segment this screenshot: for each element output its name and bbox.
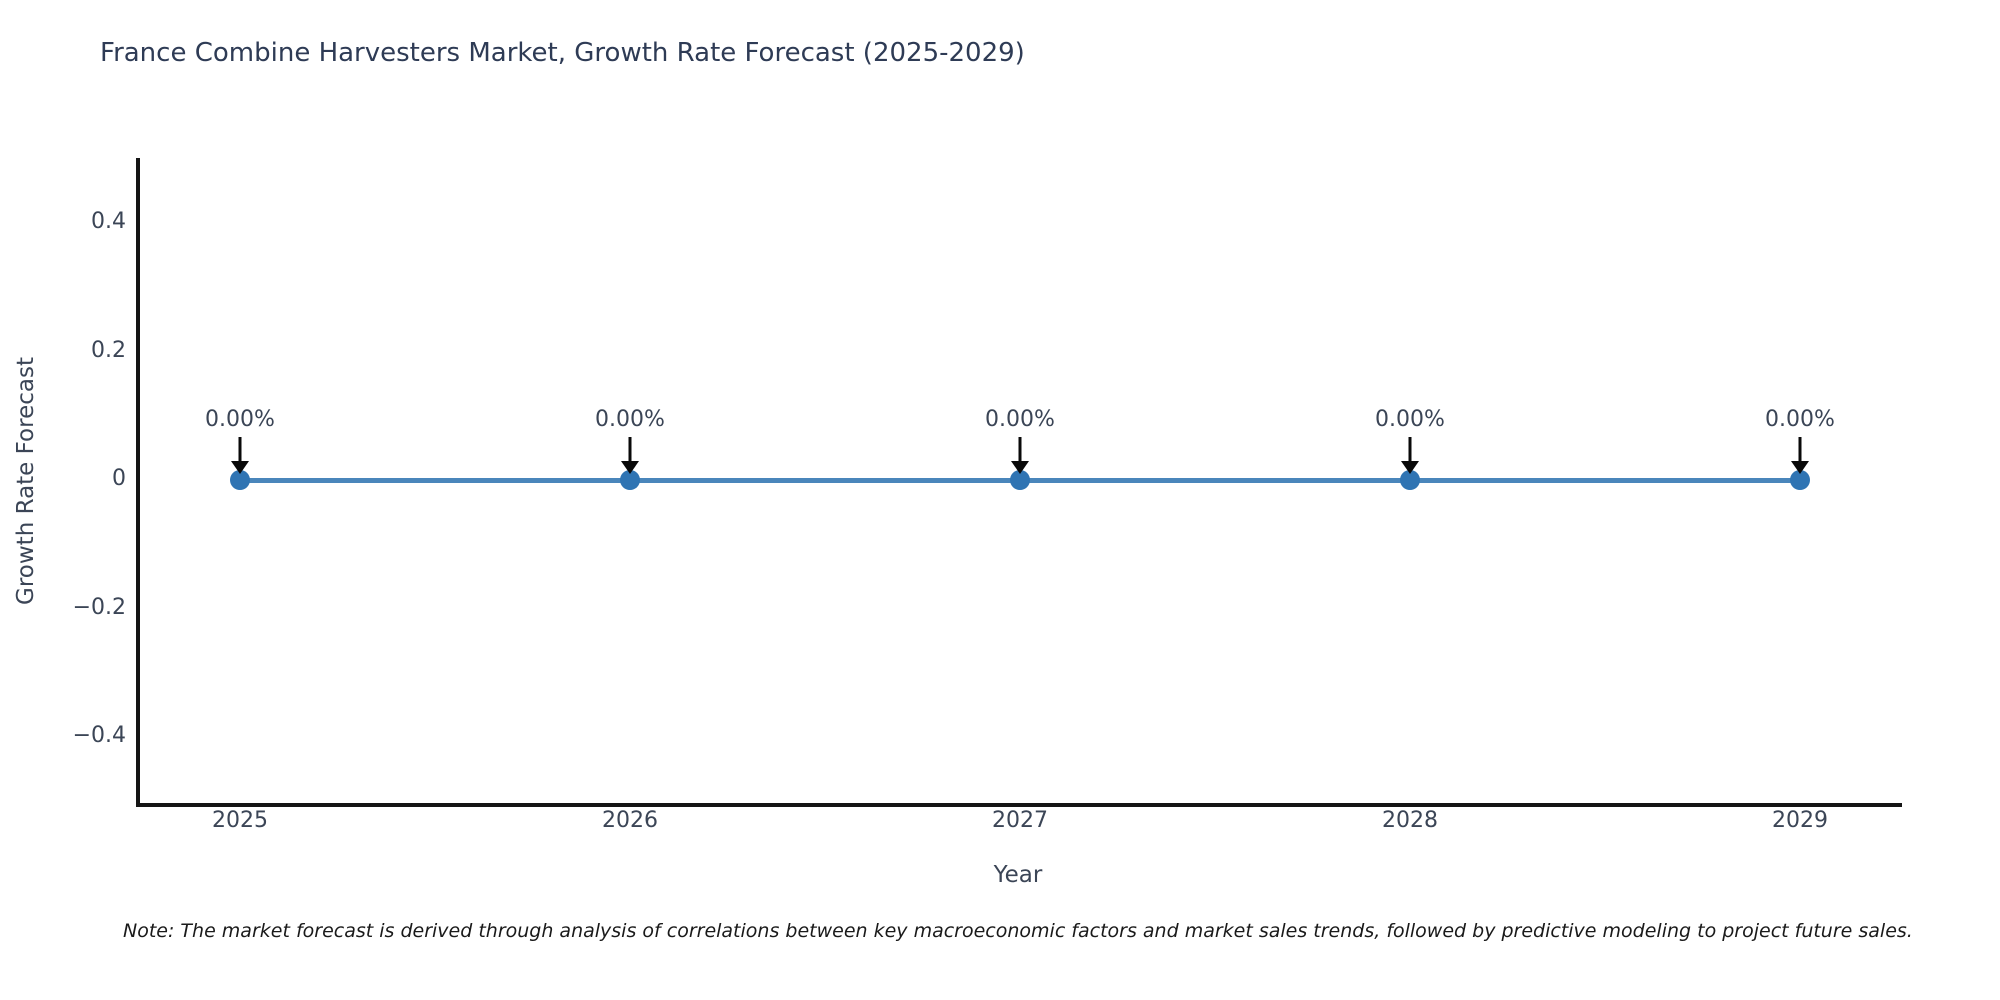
data-point-marker [1790, 470, 1810, 490]
x-tick-label: 2026 [602, 808, 658, 833]
x-axis-label: Year [993, 862, 1043, 888]
y-tick-label: −0.2 [72, 594, 126, 620]
annotation-arrow [1798, 437, 1802, 463]
annotation-arrow [1018, 437, 1022, 463]
annotation-arrow [1408, 437, 1412, 463]
footnote: Note: The market forecast is derived thr… [123, 920, 1913, 942]
x-tick-label: 2027 [992, 808, 1048, 833]
y-tick-label: 0.4 [91, 209, 126, 234]
annotation-arrow [628, 437, 632, 463]
data-point-marker [1400, 470, 1420, 490]
y-tick-label: −0.4 [72, 723, 126, 748]
y-tick-label: 0 [112, 466, 126, 491]
data-point-marker [230, 470, 250, 490]
data-point-marker [1010, 470, 1030, 490]
annotation-arrowhead [1011, 461, 1029, 474]
annotation-arrowhead [621, 461, 639, 474]
point-annotation: 0.00% [1765, 407, 1835, 432]
x-tick-label: 2025 [212, 808, 268, 833]
y-tick-label: 0.2 [91, 337, 126, 363]
annotation-arrowhead [1401, 461, 1419, 474]
annotation-arrow [238, 437, 242, 463]
point-annotation: 0.00% [1375, 407, 1445, 432]
point-annotation: 0.00% [595, 407, 665, 432]
point-annotation: 0.00% [985, 407, 1055, 432]
x-tick-label: 2028 [1382, 808, 1438, 833]
data-point-marker [620, 470, 640, 490]
y-axis-spine [136, 158, 140, 807]
x-tick-label: 2029 [1772, 808, 1828, 833]
x-axis-spine [136, 803, 1902, 807]
annotation-arrowhead [1791, 461, 1809, 474]
annotation-arrowhead [231, 461, 249, 474]
chart-title: France Combine Harvesters Market, Growth… [100, 38, 1025, 68]
point-annotation: 0.00% [205, 407, 275, 432]
